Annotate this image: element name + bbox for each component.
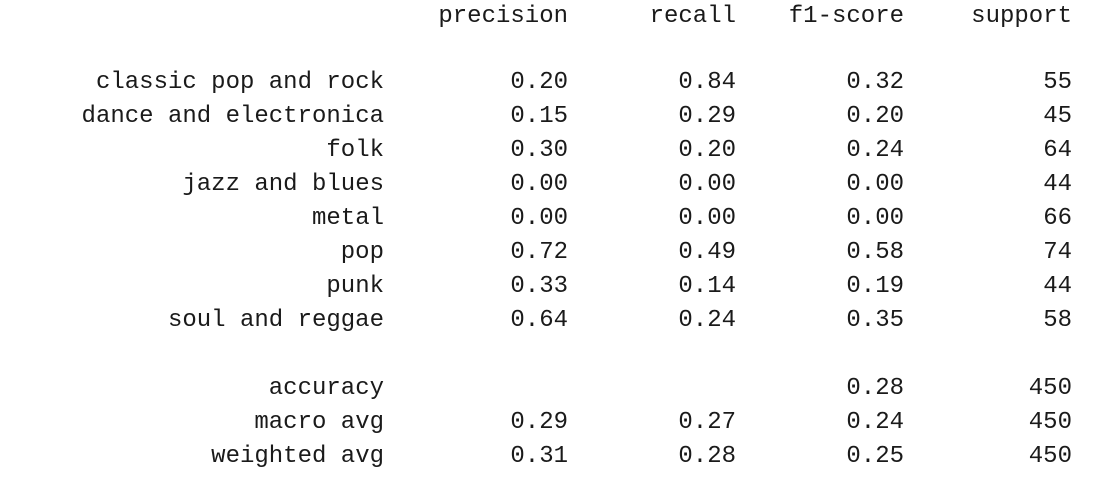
f1-value: 0.35 (846, 307, 904, 334)
precision-value: 0.00 (510, 205, 568, 232)
precision-value: 0.15 (510, 103, 568, 130)
table-row: dance and electronica 0.15 0.29 0.20 45 (0, 100, 1100, 134)
recall-value: 0.49 (678, 239, 736, 266)
precision-value: 0.20 (510, 69, 568, 96)
f1-value: 0.32 (846, 69, 904, 96)
table-row: folk 0.30 0.20 0.24 64 (0, 134, 1100, 168)
table-row: pop 0.72 0.49 0.58 74 (0, 236, 1100, 270)
precision-value: 0.33 (510, 273, 568, 300)
row-label: classic pop and rock (95, 69, 384, 96)
recall-value: 0.27 (678, 409, 736, 436)
header-recall: recall (649, 3, 736, 30)
table-row: soul and reggae 0.64 0.24 0.35 58 (0, 304, 1100, 338)
row-label: macro avg (254, 409, 384, 436)
recall-value: 0.14 (678, 273, 736, 300)
precision-value: 0.64 (510, 307, 568, 334)
f1-value: 0.00 (846, 171, 904, 198)
support-value: 450 (1028, 409, 1072, 436)
recall-value: 0.20 (678, 137, 736, 164)
precision-value: 0.29 (510, 409, 568, 436)
recall-value: 0.00 (678, 171, 736, 198)
summary-row-accuracy: accuracy 0.28 450 (0, 372, 1100, 406)
f1-value: 0.24 (846, 409, 904, 436)
row-label: metal (311, 205, 384, 232)
header-precision: precision (438, 3, 568, 30)
precision-value: 0.72 (510, 239, 568, 266)
support-value: 55 (1043, 69, 1072, 96)
row-label: jazz and blues (182, 171, 384, 198)
recall-value: 0.00 (678, 205, 736, 232)
table-row: classic pop and rock 0.20 0.84 0.32 55 (0, 66, 1100, 100)
table-row: jazz and blues 0.00 0.00 0.00 44 (0, 168, 1100, 202)
row-label: folk (326, 137, 384, 164)
f1-value: 0.28 (846, 375, 904, 402)
header-row: precision recall f1-score support (0, 0, 1100, 34)
row-label: soul and reggae (167, 307, 384, 334)
f1-value: 0.25 (846, 443, 904, 470)
f1-value: 0.58 (846, 239, 904, 266)
precision-value: 0.30 (510, 137, 568, 164)
f1-value: 0.20 (846, 103, 904, 130)
row-label: punk (326, 273, 384, 300)
precision-value: 0.00 (510, 171, 568, 198)
support-value: 44 (1043, 171, 1072, 198)
summary-row-weighted-avg: weighted avg 0.31 0.28 0.25 450 (0, 440, 1100, 474)
precision-value: 0.31 (510, 443, 568, 470)
recall-value: 0.28 (678, 443, 736, 470)
support-value: 44 (1043, 273, 1072, 300)
header-f1-score: f1-score (788, 3, 904, 30)
table-row: metal 0.00 0.00 0.00 66 (0, 202, 1100, 236)
support-value: 450 (1028, 443, 1072, 470)
f1-value: 0.24 (846, 137, 904, 164)
support-value: 64 (1043, 137, 1072, 164)
row-label: pop (340, 239, 384, 266)
support-value: 58 (1043, 307, 1072, 334)
row-label: dance and electronica (81, 103, 384, 130)
recall-value: 0.24 (678, 307, 736, 334)
row-label: accuracy (268, 375, 384, 402)
support-value: 45 (1043, 103, 1072, 130)
row-label: weighted avg (211, 443, 384, 470)
support-value: 74 (1043, 239, 1072, 266)
table-row: punk 0.33 0.14 0.19 44 (0, 270, 1100, 304)
support-value: 450 (1028, 375, 1072, 402)
recall-value: 0.84 (678, 69, 736, 96)
support-value: 66 (1043, 205, 1072, 232)
f1-value: 0.19 (846, 273, 904, 300)
summary-row-macro-avg: macro avg 0.29 0.27 0.24 450 (0, 406, 1100, 440)
f1-value: 0.00 (846, 205, 904, 232)
header-support: support (971, 3, 1072, 30)
recall-value: 0.29 (678, 103, 736, 130)
